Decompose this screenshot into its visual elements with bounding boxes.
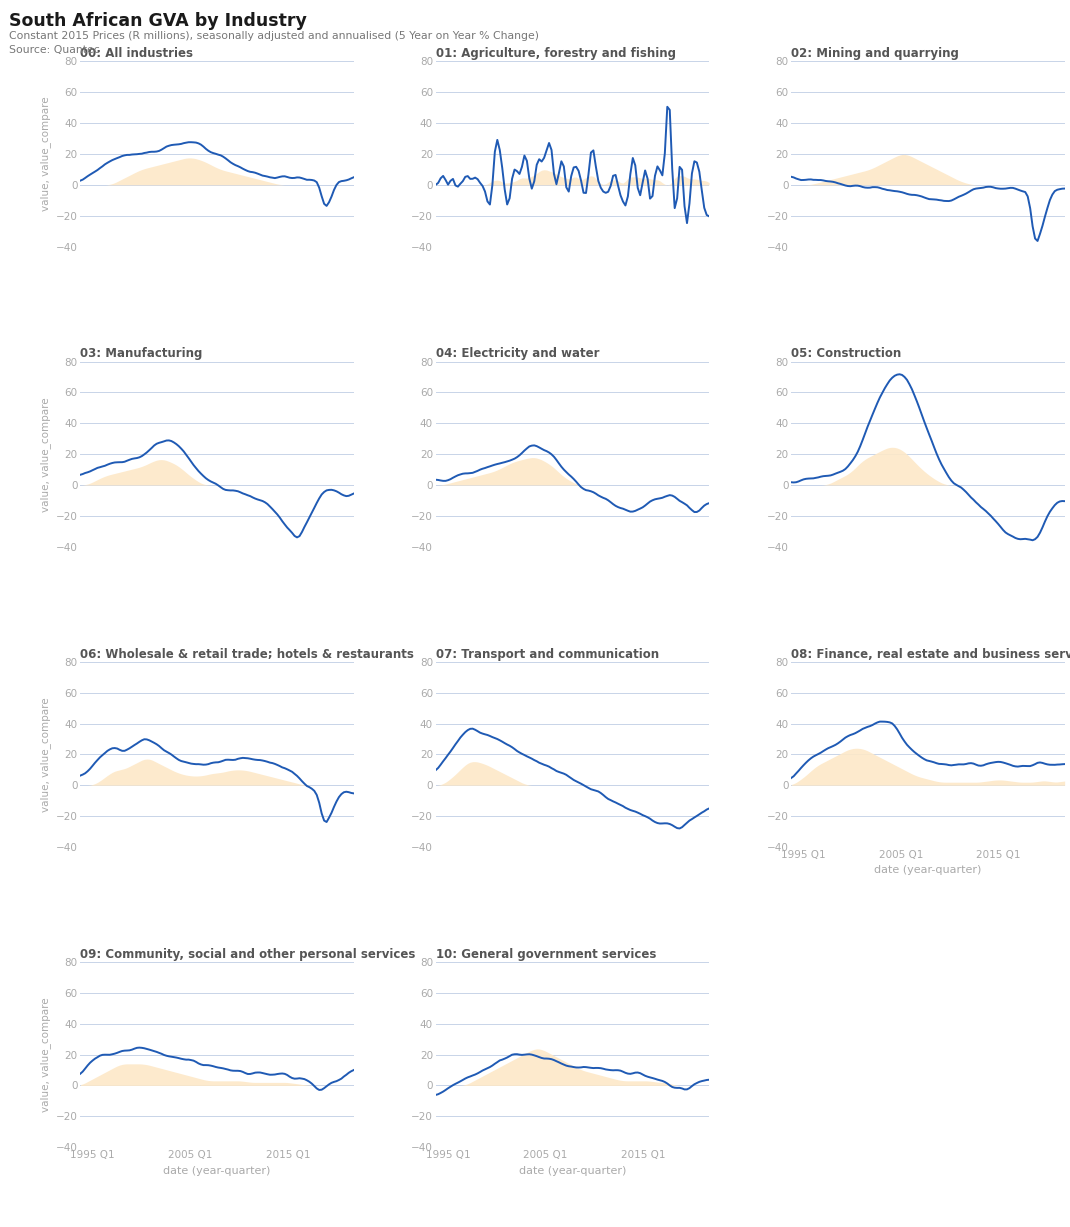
Text: 06: Wholesale & retail trade; hotels & restaurants: 06: Wholesale & retail trade; hotels & r… [80, 648, 414, 660]
Text: 04: Electricity and water: 04: Electricity and water [435, 347, 599, 361]
Text: 05: Construction: 05: Construction [791, 347, 901, 361]
Y-axis label: value, value_compare: value, value_compare [41, 998, 51, 1112]
X-axis label: date (year-quarter): date (year-quarter) [164, 1166, 271, 1175]
Y-axis label: value, value_compare: value, value_compare [41, 396, 51, 512]
Text: 03: Manufacturing: 03: Manufacturing [80, 347, 202, 361]
Text: 01: Agriculture, forestry and fishing: 01: Agriculture, forestry and fishing [435, 47, 676, 60]
Y-axis label: value, value_compare: value, value_compare [41, 697, 51, 812]
X-axis label: date (year-quarter): date (year-quarter) [874, 865, 981, 875]
Text: 07: Transport and communication: 07: Transport and communication [435, 648, 659, 660]
Y-axis label: value, value_compare: value, value_compare [41, 97, 51, 211]
Text: 10: General government services: 10: General government services [435, 947, 656, 961]
Text: Constant 2015 Prices (R millions), seasonally adjusted and annualised (5 Year on: Constant 2015 Prices (R millions), seaso… [9, 31, 538, 40]
X-axis label: date (year-quarter): date (year-quarter) [519, 1166, 626, 1175]
Text: 02: Mining and quarrying: 02: Mining and quarrying [791, 47, 959, 60]
Text: Source: Quantec: Source: Quantec [9, 45, 100, 55]
Text: 09: Community, social and other personal services: 09: Community, social and other personal… [80, 947, 415, 961]
Text: South African GVA by Industry: South African GVA by Industry [9, 12, 306, 31]
Text: 08: Finance, real estate and business services: 08: Finance, real estate and business se… [791, 648, 1070, 660]
Text: 00: All industries: 00: All industries [80, 47, 194, 60]
